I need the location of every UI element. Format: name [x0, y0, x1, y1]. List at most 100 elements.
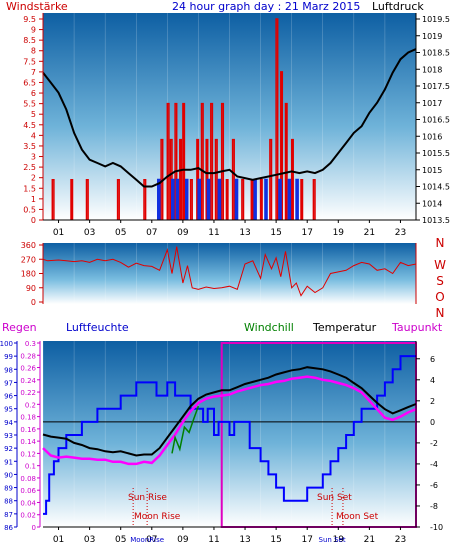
- rain-tick-label: 0.12: [20, 450, 36, 458]
- compass-label: W: [434, 258, 446, 272]
- panel-wind-direction: [43, 243, 416, 304]
- hour-tick-label: 05: [115, 535, 126, 545]
- moon-rise-axis-label: MoonRise: [130, 536, 164, 544]
- wind-tick-label: 9: [31, 26, 36, 35]
- compass-label: S: [436, 274, 444, 288]
- hour-tick-label: 15: [270, 535, 281, 545]
- wind-speed-bar: [214, 138, 218, 220]
- compass-label: N: [436, 306, 445, 320]
- rain-tick-label: 0.02: [20, 512, 36, 520]
- temperature-axis: -10 -8 -6 -4 -2 0 2 4 6: [415, 341, 443, 532]
- sun-set-axis-label: Sun Set: [319, 536, 346, 544]
- rain-tick-label: 0: [32, 524, 36, 532]
- hour-tick-label: 03: [84, 535, 95, 545]
- hour-tick-label: 01: [53, 535, 64, 545]
- pressure-tick-label: 1016: [422, 132, 442, 141]
- direction-tick-label: 0: [31, 298, 36, 307]
- wind-gust-bar: [175, 178, 180, 220]
- pressure-tick-label: 1015: [422, 166, 442, 175]
- wind-speed-bar: [300, 179, 304, 220]
- pressure-tick-label: 1015.5: [422, 149, 450, 158]
- wind-tick-label: 5.5: [23, 100, 36, 109]
- wind-tick-label: 2: [31, 174, 36, 183]
- wind-speed-bar: [174, 102, 178, 220]
- pressure-tick-label: 1019: [422, 32, 442, 41]
- wind-speed-bar: [189, 179, 193, 220]
- humidity-tick-label: 86: [4, 524, 13, 532]
- wind-tick-label: 6.5: [23, 78, 36, 87]
- rain-tick-label: 0.06: [20, 487, 36, 495]
- temperatur-label: Temperatur: [312, 321, 377, 334]
- humidity-tick-label: 94: [4, 419, 13, 427]
- wind-gust-bar: [253, 178, 257, 220]
- wind-tick-label: 3.5: [23, 142, 36, 151]
- wind-speed-bar: [220, 102, 225, 220]
- temperature-tick-label: -10: [430, 523, 443, 532]
- windchill-line: [171, 405, 200, 454]
- wind-gust-bar: [171, 178, 175, 220]
- humidity-tick-label: 95: [4, 406, 13, 414]
- direction-tick-label: 90: [26, 284, 36, 293]
- temperature-tick-label: 4: [430, 376, 435, 385]
- wind-tick-label: 0: [31, 216, 36, 225]
- windstarke-label: Windstärke: [6, 0, 68, 13]
- wind-speed-bar: [143, 179, 147, 220]
- rain-tick-label: 0.28: [20, 352, 36, 360]
- windchill-label: Windchill: [244, 321, 294, 334]
- wind-tick-label: 1: [31, 195, 36, 204]
- humidity-tick-label: 88: [4, 498, 13, 506]
- dewpoint-line: [42, 375, 417, 466]
- wind-speed-bar: [85, 179, 89, 220]
- hour-tick-label: 17: [301, 535, 312, 545]
- hour-tick-label: 09: [177, 535, 189, 545]
- hour-tick-label: 01: [53, 228, 64, 238]
- wind-tick-label: 8: [31, 47, 36, 56]
- humidity-tick-label: 100: [0, 340, 13, 348]
- temperature-tick-label: 2: [430, 397, 435, 406]
- sun-set-label: Sun Set: [317, 493, 352, 503]
- wind-speed-bar: [312, 179, 316, 220]
- moon-set-label: Moon Set: [336, 512, 379, 522]
- wind-tick-label: 4: [31, 131, 36, 140]
- taupunkt-label: Taupunkt: [391, 321, 443, 334]
- rain-tick-label: 0.04: [20, 499, 36, 507]
- wind-speed-axis: 0 0.51 1.52 2.53 3.5 44.5 55.5 6 6.57 7.58 8.59 9.5: [23, 13, 44, 225]
- wind-gust-bar: [287, 178, 292, 220]
- rain-tick-label: 0.26: [20, 365, 36, 373]
- direction-tick-label: 270: [21, 255, 36, 264]
- wind-speed-bar: [231, 138, 235, 220]
- wind-tick-label: 8.5: [23, 36, 36, 45]
- wind-tick-label: 3: [31, 153, 36, 162]
- wind-speed-bar: [116, 179, 120, 220]
- wind-speed-bar: [166, 102, 170, 220]
- wind-gust-bar: [278, 178, 282, 220]
- hour-tick-label: 23: [395, 535, 406, 545]
- hour-tick-label: 21: [364, 228, 375, 238]
- rain-tick-label: 0.18: [20, 414, 36, 422]
- hour-tick-label: 17: [301, 228, 312, 238]
- temperature-tick-label: -4: [430, 460, 438, 469]
- pressure-tick-label: 1017: [422, 99, 442, 108]
- panel1-grid: [42, 13, 417, 220]
- humidity-tick-label: 91: [4, 458, 13, 466]
- hour-tick-label: 11: [208, 535, 219, 545]
- wind-gust-bar: [197, 178, 201, 220]
- temperature-tick-label: 0: [430, 418, 435, 427]
- humidity-tick-label: 99: [4, 353, 13, 361]
- direction-tick-label: 180: [21, 270, 36, 279]
- rain-tick-label: 0.16: [20, 426, 36, 434]
- wind-speed-bar: [70, 179, 74, 220]
- page-title: 24 hour graph day : 21 Marz 2015: [172, 0, 360, 13]
- rain-tick-label: 0.22: [20, 389, 36, 397]
- hour-tick-label: 07: [146, 535, 157, 545]
- sun-moon-lines: [132, 488, 344, 527]
- wind-gust-bar: [295, 178, 299, 220]
- hour-tick-label: 03: [84, 228, 95, 238]
- wind-speed-bar: [284, 102, 288, 220]
- panel-wind-pressure: [43, 13, 416, 220]
- wind-tick-label: 7: [31, 68, 36, 77]
- pressure-tick-label: 1014.5: [422, 183, 450, 192]
- wind-speed-bar: [241, 179, 245, 220]
- hour-tick-label: 07: [146, 228, 157, 238]
